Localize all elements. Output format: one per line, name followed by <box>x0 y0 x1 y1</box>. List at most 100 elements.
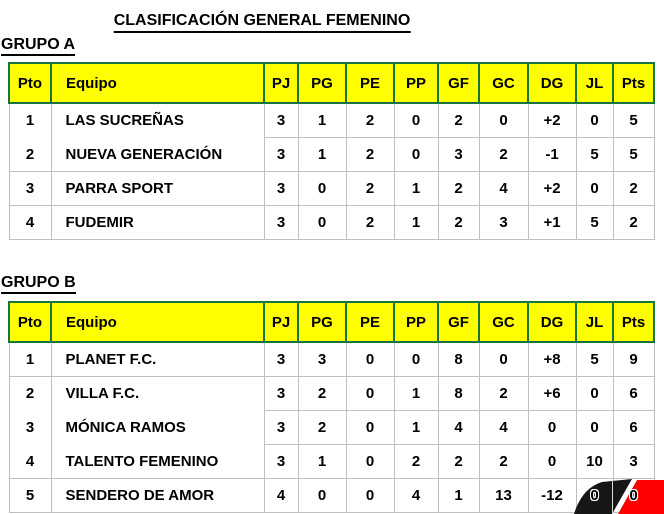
column-header-pp: PP <box>393 301 439 343</box>
column-header-pto: Pto <box>8 62 52 104</box>
stat-cell: +2 <box>527 102 577 138</box>
team-cell: NUEVA GENERACIÓN <box>50 137 265 172</box>
stat-cell: 0 <box>527 444 577 479</box>
stat-cell: 4 <box>393 478 439 513</box>
table-row: 1 LAS SUCREÑAS 3 1 2 0 2 0 +2 0 5 <box>8 102 655 138</box>
stat-cell: 2 <box>297 410 347 445</box>
stat-cell: 6 <box>612 410 655 445</box>
stat-cell: 0 <box>575 171 614 206</box>
stat-cell: -1 <box>527 137 577 172</box>
stat-cell: 3 <box>263 410 299 445</box>
stat-cell: +1 <box>527 205 577 240</box>
grupo-b-table: Pto Equipo PJ PG PE PP GF GC DG JL Pts 1 PLANET F.C.… <box>8 301 655 513</box>
stat-cell: 1 <box>393 171 439 206</box>
grupo-b-label: GRUPO B <box>1 274 76 294</box>
team-cell: PLANET F.C. <box>50 341 265 377</box>
stat-cell: 2 <box>478 137 529 172</box>
stat-cell: 0 <box>345 341 395 377</box>
stat-cell: 5 <box>575 137 614 172</box>
stat-cell: 3 <box>297 341 347 377</box>
pto-cell: 5 <box>8 478 52 513</box>
stat-cell: 0 <box>345 410 395 445</box>
table-row: 2 VILLA F.C. 3 2 0 1 8 2 +6 0 6 <box>8 376 655 411</box>
table-row: 3 MÓNICA RAMOS 3 2 0 1 4 4 0 0 6 <box>8 410 655 445</box>
stat-cell: 4 <box>263 478 299 513</box>
column-header-gf: GF <box>437 62 480 104</box>
stat-cell: 0 <box>393 102 439 138</box>
stat-cell: 4 <box>437 410 480 445</box>
stat-cell: 0 <box>297 205 347 240</box>
pto-cell: 4 <box>8 205 52 240</box>
table-row: 5 SENDERO DE AMOR 4 0 0 4 1 13 -12 0 0 <box>8 478 655 513</box>
column-header-gf: GF <box>437 301 480 343</box>
stat-cell: 2 <box>437 171 480 206</box>
stat-cell: 1 <box>393 205 439 240</box>
column-header-pg: PG <box>297 301 347 343</box>
stat-cell: 4 <box>478 410 529 445</box>
team-cell: FUDEMIR <box>50 205 265 240</box>
stat-cell: 8 <box>437 341 480 377</box>
stat-cell: 3 <box>478 205 529 240</box>
table-row: 4 FUDEMIR 3 0 2 1 2 3 +1 5 2 <box>8 205 655 240</box>
stat-cell: +6 <box>527 376 577 411</box>
stat-cell: 13 <box>478 478 529 513</box>
team-cell: SENDERO DE AMOR <box>50 478 265 513</box>
team-cell: PARRA SPORT <box>50 171 265 206</box>
column-header-jl: JL <box>575 62 614 104</box>
stat-cell: 10 <box>575 444 614 479</box>
team-cell: TALENTO FEMENINO <box>50 444 265 479</box>
stat-cell: 3 <box>612 444 655 479</box>
team-cell: MÓNICA RAMOS <box>50 410 265 445</box>
stat-cell: 1 <box>297 102 347 138</box>
stat-cell: 0 <box>575 376 614 411</box>
stat-cell: 3 <box>263 444 299 479</box>
stat-cell: 2 <box>437 102 480 138</box>
stat-cell: 1 <box>297 137 347 172</box>
stat-cell: 5 <box>575 341 614 377</box>
stat-cell: 3 <box>263 205 299 240</box>
column-header-pj: PJ <box>263 301 299 343</box>
stat-cell: 3 <box>263 137 299 172</box>
column-header-jl: JL <box>575 301 614 343</box>
stat-cell: 5 <box>612 137 655 172</box>
pto-cell: 2 <box>8 137 52 172</box>
stat-cell: 5 <box>575 205 614 240</box>
stat-cell: 0 <box>297 478 347 513</box>
stat-cell: 2 <box>478 444 529 479</box>
stat-cell: 2 <box>612 171 655 206</box>
stat-cell: 3 <box>437 137 480 172</box>
stat-cell: 0 <box>393 341 439 377</box>
pto-cell: 1 <box>8 341 52 377</box>
column-header-pj: PJ <box>263 62 299 104</box>
stat-cell: 0 <box>345 444 395 479</box>
column-header-pe: PE <box>345 301 395 343</box>
stat-cell: 2 <box>393 444 439 479</box>
stat-cell: 2 <box>297 376 347 411</box>
stat-cell: 5 <box>612 102 655 138</box>
stat-cell: 0 <box>393 137 439 172</box>
pto-cell: 3 <box>8 171 52 206</box>
column-header-dg: DG <box>527 62 577 104</box>
stat-cell: +8 <box>527 341 577 377</box>
stat-cell: 0 <box>297 171 347 206</box>
stat-cell: 1 <box>393 410 439 445</box>
column-header-pts: Pts <box>612 301 655 343</box>
stat-cell: +2 <box>527 171 577 206</box>
column-header-dg: DG <box>527 301 577 343</box>
stat-cell: 3 <box>263 171 299 206</box>
pto-cell: 4 <box>8 444 52 479</box>
table-row: 2 NUEVA GENERACIÓN 3 1 2 0 3 2 -1 5 5 <box>8 137 655 172</box>
column-header-equipo: Equipo <box>50 62 265 104</box>
header-row: Pto Equipo PJ PG PE PP GF GC DG JL Pts <box>8 301 655 343</box>
stat-cell: 2 <box>345 205 395 240</box>
page-title: CLASIFICACIÓN GENERAL FEMENINO <box>113 12 411 33</box>
stat-cell: 2 <box>345 171 395 206</box>
stat-cell: 0 <box>575 478 614 513</box>
stat-cell: 1 <box>393 376 439 411</box>
pto-cell: 1 <box>8 102 52 138</box>
column-header-equipo: Equipo <box>50 301 265 343</box>
stat-cell: 3 <box>263 341 299 377</box>
column-header-pts: Pts <box>612 62 655 104</box>
stat-cell: 2 <box>345 102 395 138</box>
